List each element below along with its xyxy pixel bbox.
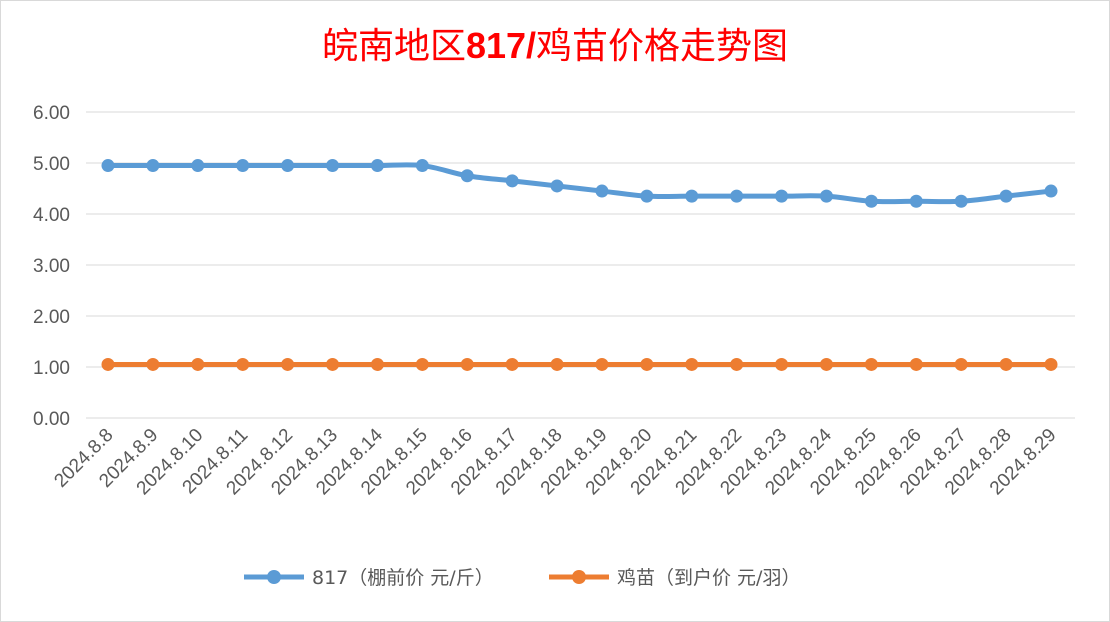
- data-point: [685, 189, 699, 203]
- data-point: [146, 357, 160, 371]
- data-point: [460, 357, 474, 371]
- y-tick-label: 2.00: [33, 307, 70, 328]
- data-point: [1044, 184, 1058, 198]
- legend-item-1: 817（棚前价 元/斤）: [244, 567, 494, 589]
- series-group: [101, 159, 1058, 371]
- data-point: [775, 189, 789, 203]
- series-2: [101, 357, 1058, 371]
- data-point: [1044, 357, 1058, 371]
- y-tick-label: 0.00: [33, 409, 70, 430]
- data-point: [460, 169, 474, 183]
- data-point: [909, 357, 923, 371]
- legend-marker: [267, 570, 281, 584]
- legend-label: 817（棚前价 元/斤）: [312, 567, 494, 589]
- data-point: [640, 189, 654, 203]
- chart-title-bold: 817/: [466, 25, 536, 66]
- data-point: [101, 159, 115, 173]
- legend-item-2: 鸡苗（到户价 元/羽）: [549, 567, 800, 589]
- data-point: [326, 159, 340, 173]
- data-point: [236, 159, 250, 173]
- chart-title-prefix: 皖南地区: [322, 26, 466, 67]
- legend: 817（棚前价 元/斤） 鸡苗（到户价 元/羽）: [244, 567, 800, 589]
- data-point: [191, 159, 205, 173]
- data-point: [730, 357, 744, 371]
- data-point: [370, 159, 384, 173]
- y-axis-ticks: 0.00 1.00 2.00 3.00 4.00 5.00 6.00: [33, 103, 70, 430]
- data-point: [281, 357, 295, 371]
- y-tick-label: 5.00: [33, 154, 70, 175]
- data-point: [954, 357, 968, 371]
- chart-title-suffix: 鸡苗价格走势图: [536, 26, 788, 67]
- data-point: [550, 179, 564, 193]
- data-point: [595, 357, 609, 371]
- legend-label: 鸡苗（到户价 元/羽）: [617, 567, 800, 589]
- data-point: [819, 357, 833, 371]
- data-point: [550, 357, 564, 371]
- data-point: [685, 357, 699, 371]
- data-point: [326, 357, 340, 371]
- data-point: [775, 357, 789, 371]
- data-point: [999, 357, 1013, 371]
- data-point: [191, 357, 205, 371]
- series-1: [101, 159, 1058, 208]
- gridlines: [86, 111, 1075, 419]
- y-tick-label: 6.00: [33, 103, 70, 124]
- data-point: [640, 357, 654, 371]
- data-point: [819, 189, 833, 203]
- data-point: [909, 194, 923, 208]
- data-point: [146, 159, 160, 173]
- y-tick-label: 3.00: [33, 256, 70, 277]
- data-point: [281, 159, 295, 173]
- data-point: [730, 189, 744, 203]
- data-point: [999, 189, 1013, 203]
- series-line: [105, 162, 1054, 205]
- data-point: [415, 357, 429, 371]
- y-tick-label: 1.00: [33, 358, 70, 379]
- data-point: [370, 357, 384, 371]
- y-tick-label: 4.00: [33, 205, 70, 226]
- data-point: [101, 357, 115, 371]
- data-point: [415, 159, 429, 173]
- data-point: [236, 357, 250, 371]
- data-point: [864, 194, 878, 208]
- chart-title: 皖南地区817/鸡苗价格走势图: [322, 25, 788, 67]
- legend-marker: [572, 570, 586, 584]
- data-point: [505, 357, 519, 371]
- data-point: [505, 174, 519, 188]
- x-axis-ticks: 2024.8.82024.8.92024.8.102024.8.112024.8…: [50, 424, 1060, 499]
- data-point: [954, 194, 968, 208]
- data-point: [595, 184, 609, 198]
- data-point: [864, 357, 878, 371]
